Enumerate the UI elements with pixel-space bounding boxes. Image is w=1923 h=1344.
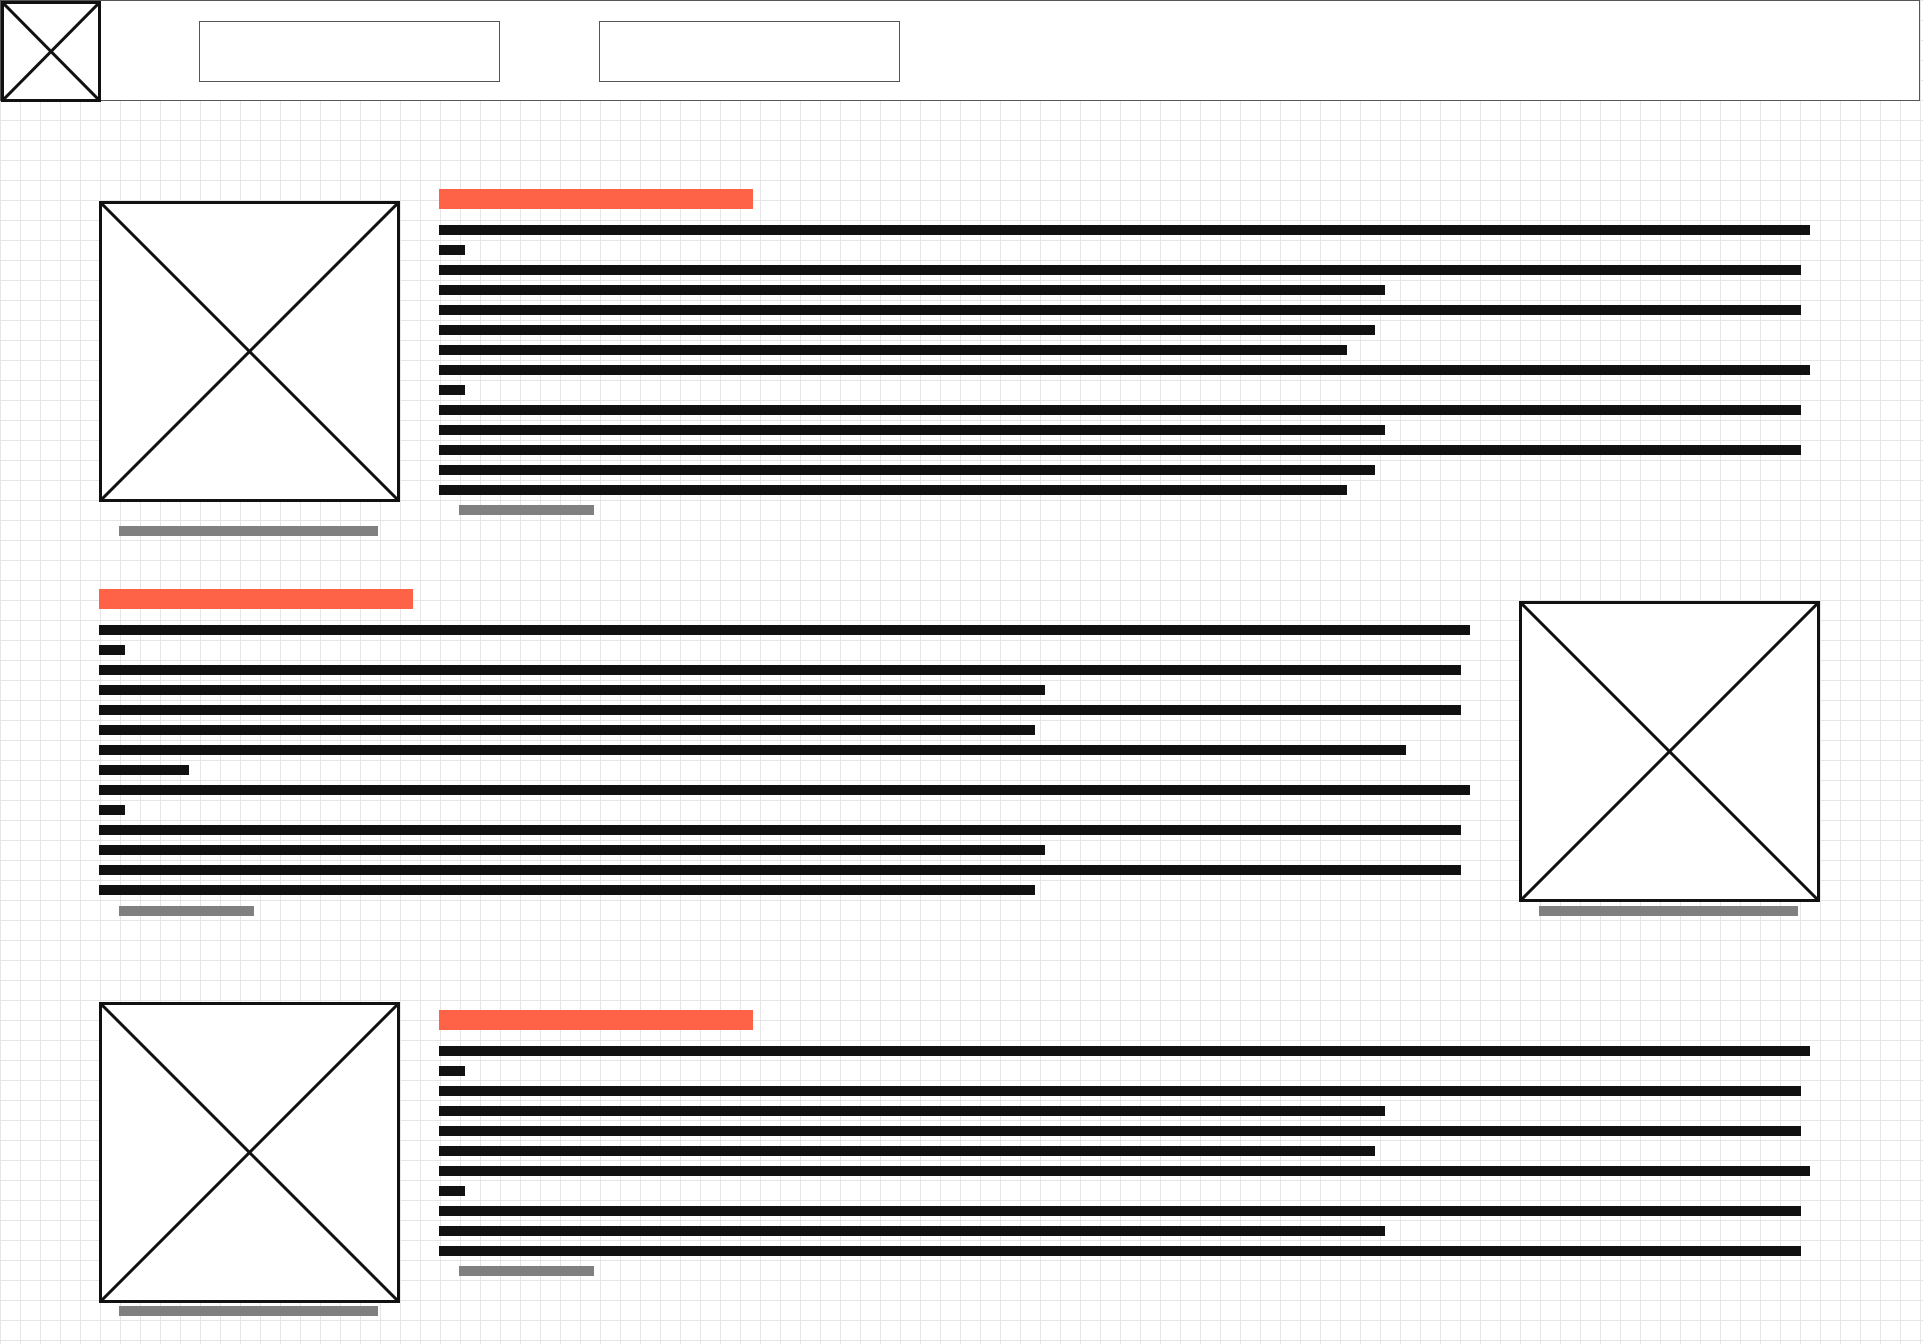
text-line [439, 1186, 465, 1196]
section-2-image-placeholder [1519, 601, 1820, 902]
text-line [439, 225, 1810, 235]
text-line [99, 645, 125, 655]
image-placeholder-icon [102, 1005, 397, 1300]
text-line [99, 845, 1045, 855]
text-line [99, 725, 1035, 735]
image-placeholder-icon [1522, 604, 1817, 899]
text-line [439, 345, 1347, 355]
nav-item-2[interactable] [599, 21, 900, 82]
text-line [439, 265, 1801, 275]
section-1-paragraph [439, 225, 1810, 495]
text-line [439, 1226, 1385, 1236]
text-line [439, 1246, 1801, 1256]
header-bar [0, 0, 1920, 102]
text-line [439, 425, 1385, 435]
text-line [439, 485, 1347, 495]
text-line [439, 405, 1801, 415]
text-line [439, 1206, 1801, 1216]
nav-item-1[interactable] [199, 21, 500, 82]
text-line [99, 885, 1035, 895]
text-line [99, 865, 1461, 875]
text-line [439, 1106, 1385, 1116]
text-line [439, 1066, 465, 1076]
section-2-paragraph [99, 625, 1470, 895]
image-placeholder-icon [102, 204, 397, 499]
text-line [439, 465, 1375, 475]
text-line [439, 1126, 1801, 1136]
text-line [439, 1046, 1810, 1056]
section-1-text-caption [459, 505, 594, 515]
text-line [439, 305, 1801, 315]
text-line [99, 625, 1470, 635]
section-3-image-placeholder [99, 1002, 400, 1303]
section-3-paragraph [439, 1046, 1810, 1256]
text-line [439, 1086, 1801, 1096]
text-line [99, 785, 1470, 795]
text-line [439, 365, 1810, 375]
text-line [99, 745, 1406, 755]
text-line [439, 445, 1801, 455]
text-line [439, 245, 465, 255]
section-3-text-caption [459, 1266, 594, 1276]
logo-placeholder-icon[interactable] [1, 1, 101, 102]
text-line [99, 665, 1461, 675]
section-3-image-caption [119, 1306, 378, 1316]
text-line [439, 1146, 1375, 1156]
text-line [99, 685, 1045, 695]
section-1-image-placeholder [99, 201, 400, 502]
section-2-image-caption [1539, 906, 1798, 916]
text-line [439, 385, 465, 395]
section-3-heading [439, 1010, 753, 1030]
section-1-image-caption [119, 526, 378, 536]
text-line [439, 1166, 1810, 1176]
section-2-text-caption [119, 906, 254, 916]
text-line [99, 805, 125, 815]
image-placeholder-icon [4, 4, 98, 99]
text-line [99, 705, 1461, 715]
text-line [439, 325, 1375, 335]
text-line [99, 825, 1461, 835]
section-1-heading [439, 189, 753, 209]
text-line [99, 765, 189, 775]
text-line [439, 285, 1385, 295]
section-2-heading [99, 589, 413, 609]
